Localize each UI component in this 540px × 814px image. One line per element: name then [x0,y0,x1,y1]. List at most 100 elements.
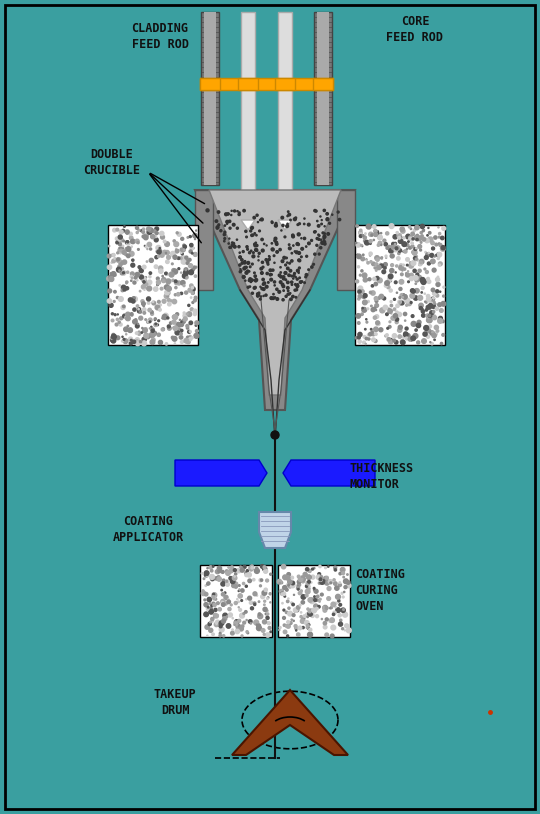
Circle shape [119,230,123,234]
Circle shape [320,598,321,600]
Circle shape [314,589,318,593]
Circle shape [254,243,256,246]
Circle shape [362,308,363,309]
Circle shape [167,295,168,297]
Circle shape [409,236,413,240]
Circle shape [262,266,264,268]
Circle shape [327,233,329,235]
Circle shape [291,284,293,286]
Circle shape [225,602,227,605]
Circle shape [107,299,112,303]
Circle shape [246,619,247,621]
Circle shape [163,250,166,253]
Circle shape [210,575,214,580]
Circle shape [274,237,277,240]
Circle shape [136,324,139,328]
Circle shape [295,296,296,298]
Circle shape [403,250,407,253]
Circle shape [394,340,398,344]
Circle shape [273,294,274,295]
Circle shape [414,276,418,280]
Circle shape [296,284,299,287]
Text: COATING
APPLICATOR: COATING APPLICATOR [112,515,184,544]
Circle shape [163,253,164,255]
Circle shape [131,280,132,282]
Circle shape [301,247,303,250]
Circle shape [406,334,410,338]
Circle shape [287,600,289,602]
Circle shape [433,316,436,320]
Circle shape [164,285,168,290]
Circle shape [436,278,440,282]
Circle shape [379,242,381,243]
Circle shape [180,333,183,335]
Circle shape [133,319,137,324]
Circle shape [320,239,321,240]
Circle shape [229,238,230,239]
Circle shape [234,602,238,605]
Circle shape [395,246,400,251]
Polygon shape [259,512,291,548]
Circle shape [375,300,378,302]
Circle shape [278,291,281,293]
Circle shape [401,340,405,344]
Circle shape [116,318,118,321]
Circle shape [181,260,186,264]
Circle shape [147,230,152,234]
Circle shape [214,623,219,627]
Circle shape [149,272,152,274]
Circle shape [291,602,292,603]
Circle shape [237,568,241,573]
Circle shape [130,236,133,239]
Circle shape [305,594,308,597]
Circle shape [299,267,300,269]
Circle shape [175,287,177,289]
Circle shape [291,281,293,283]
Circle shape [312,608,316,613]
Circle shape [438,243,440,244]
Circle shape [256,293,260,295]
Circle shape [418,295,423,300]
Circle shape [415,289,419,293]
Circle shape [396,232,399,234]
Circle shape [301,575,303,577]
Circle shape [361,290,364,293]
Circle shape [219,627,224,632]
Circle shape [436,294,438,297]
Circle shape [247,632,248,634]
Circle shape [266,579,268,582]
Circle shape [388,274,393,278]
Circle shape [330,618,334,623]
Bar [278,565,350,637]
Circle shape [342,628,343,630]
Circle shape [291,260,293,262]
Circle shape [172,300,177,304]
Circle shape [121,289,124,291]
Circle shape [421,287,424,290]
Circle shape [253,287,255,289]
Circle shape [260,584,261,587]
Circle shape [291,581,294,584]
Circle shape [251,567,253,569]
Circle shape [428,227,429,229]
Circle shape [347,580,350,584]
Circle shape [126,313,130,317]
Circle shape [311,575,315,579]
Circle shape [427,262,430,265]
Circle shape [261,239,264,241]
Circle shape [229,576,232,580]
Circle shape [119,247,120,249]
Circle shape [301,281,303,282]
Circle shape [384,284,387,287]
Circle shape [436,252,441,257]
Circle shape [299,604,301,606]
Circle shape [400,339,404,344]
Circle shape [428,237,433,242]
Circle shape [285,264,287,266]
Circle shape [424,293,426,295]
Circle shape [280,581,282,584]
Circle shape [419,304,423,308]
Circle shape [370,329,372,330]
Circle shape [390,280,392,282]
Circle shape [279,583,280,584]
